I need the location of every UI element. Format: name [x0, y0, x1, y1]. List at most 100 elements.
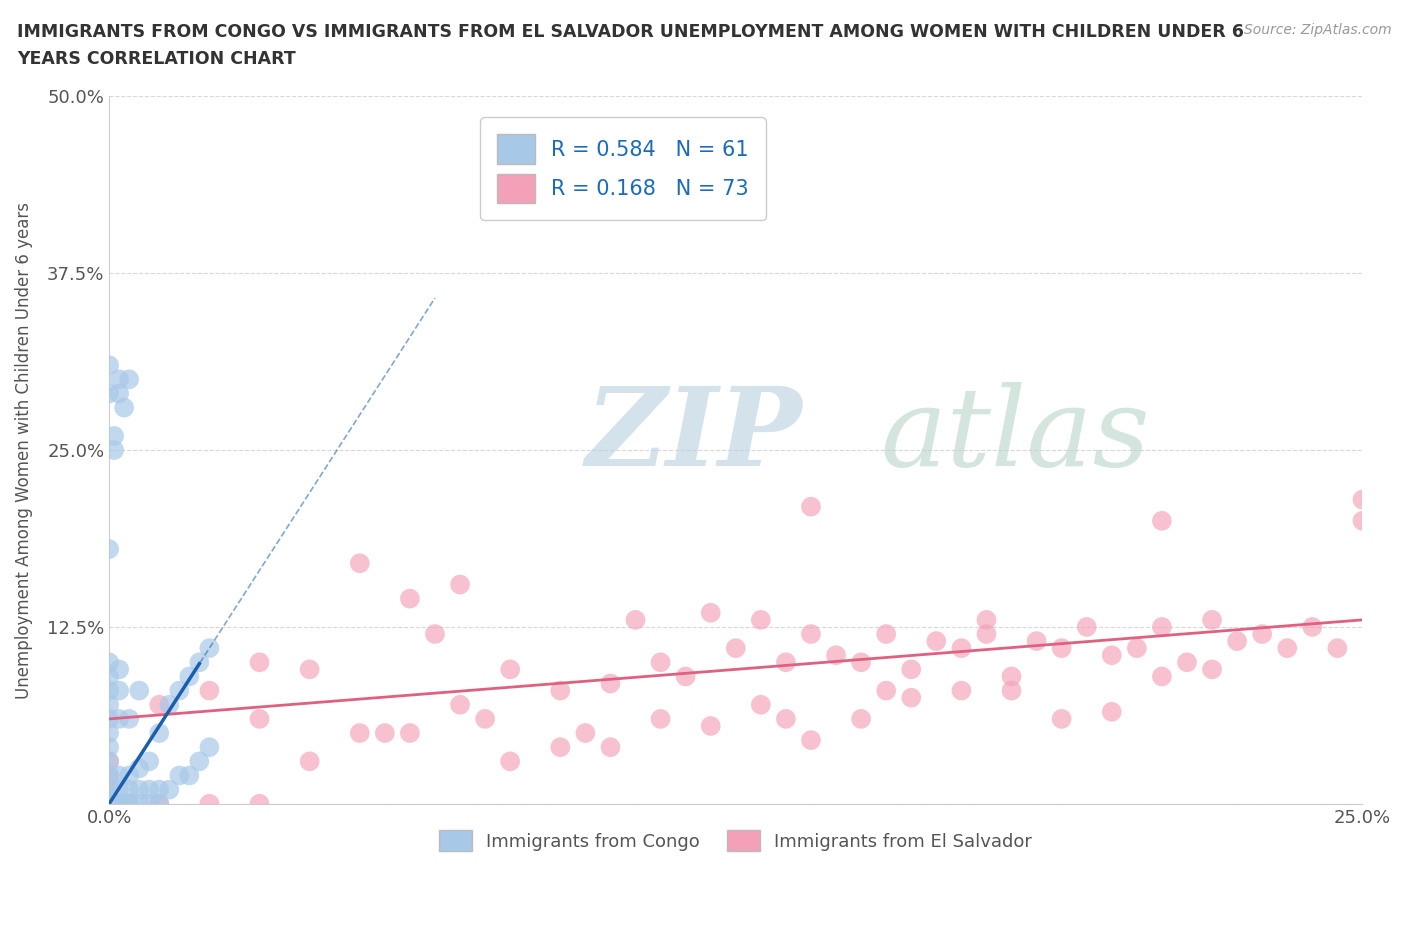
Point — [98, 725, 121, 740]
Point — [1076, 619, 1098, 634]
Point — [108, 662, 131, 677]
Point — [198, 739, 221, 754]
Point — [399, 725, 422, 740]
Point — [98, 684, 121, 698]
Text: atlas: atlas — [880, 382, 1150, 490]
Point — [1251, 627, 1274, 642]
Point — [399, 591, 422, 606]
Point — [249, 655, 271, 670]
Point — [118, 711, 141, 726]
Point — [900, 662, 922, 677]
Point — [148, 796, 170, 811]
Point — [108, 372, 131, 387]
Point — [98, 796, 121, 811]
Point — [349, 556, 371, 571]
Point — [1301, 619, 1323, 634]
Point — [118, 768, 141, 783]
Point — [98, 711, 121, 726]
Point — [499, 754, 522, 769]
Point — [98, 796, 121, 811]
Point — [1050, 641, 1073, 656]
Point — [699, 719, 721, 734]
Point — [1150, 669, 1173, 684]
Point — [749, 698, 772, 712]
Point — [1101, 648, 1123, 663]
Point — [98, 796, 121, 811]
Point — [1000, 669, 1022, 684]
Point — [108, 796, 131, 811]
Point — [179, 768, 201, 783]
Text: Source: ZipAtlas.com: Source: ZipAtlas.com — [1244, 23, 1392, 37]
Point — [98, 796, 121, 811]
Point — [349, 725, 371, 740]
Point — [574, 725, 596, 740]
Point — [112, 796, 135, 811]
Point — [449, 577, 471, 591]
Point — [976, 613, 998, 628]
Point — [148, 782, 170, 797]
Point — [98, 655, 121, 670]
Point — [624, 613, 647, 628]
Point — [749, 613, 772, 628]
Point — [103, 796, 125, 811]
Point — [374, 725, 396, 740]
Point — [118, 796, 141, 811]
Point — [188, 754, 211, 769]
Point — [449, 698, 471, 712]
Point — [1326, 641, 1348, 656]
Point — [179, 669, 201, 684]
Point — [875, 627, 897, 642]
Text: IMMIGRANTS FROM CONGO VS IMMIGRANTS FROM EL SALVADOR UNEMPLOYMENT AMONG WOMEN WI: IMMIGRANTS FROM CONGO VS IMMIGRANTS FROM… — [17, 23, 1244, 68]
Point — [198, 796, 221, 811]
Point — [103, 443, 125, 458]
Point — [599, 676, 621, 691]
Point — [98, 698, 121, 712]
Point — [800, 627, 823, 642]
Point — [1351, 513, 1374, 528]
Point — [474, 711, 496, 726]
Point — [169, 768, 191, 783]
Point — [169, 684, 191, 698]
Point — [1126, 641, 1149, 656]
Point — [98, 796, 121, 811]
Point — [298, 754, 321, 769]
Point — [976, 627, 998, 642]
Point — [98, 669, 121, 684]
Point — [198, 684, 221, 698]
Point — [148, 698, 170, 712]
Point — [775, 711, 797, 726]
Point — [98, 782, 121, 797]
Point — [499, 662, 522, 677]
Point — [599, 739, 621, 754]
Point — [825, 648, 848, 663]
Point — [423, 627, 446, 642]
Point — [775, 655, 797, 670]
Point — [98, 782, 121, 797]
Point — [849, 711, 872, 726]
Point — [675, 669, 697, 684]
Point — [1226, 633, 1249, 648]
Point — [98, 541, 121, 556]
Point — [148, 796, 170, 811]
Point — [112, 796, 135, 811]
Point — [550, 739, 572, 754]
Point — [925, 633, 948, 648]
Point — [128, 761, 150, 776]
Point — [800, 499, 823, 514]
Point — [118, 782, 141, 797]
Point — [699, 605, 721, 620]
Point — [118, 372, 141, 387]
Point — [950, 684, 973, 698]
Point — [103, 796, 125, 811]
Point — [157, 698, 180, 712]
Point — [1000, 684, 1022, 698]
Point — [198, 641, 221, 656]
Point — [98, 754, 121, 769]
Point — [650, 711, 672, 726]
Point — [108, 768, 131, 783]
Point — [112, 796, 135, 811]
Point — [128, 684, 150, 698]
Point — [298, 662, 321, 677]
Point — [249, 796, 271, 811]
Point — [108, 684, 131, 698]
